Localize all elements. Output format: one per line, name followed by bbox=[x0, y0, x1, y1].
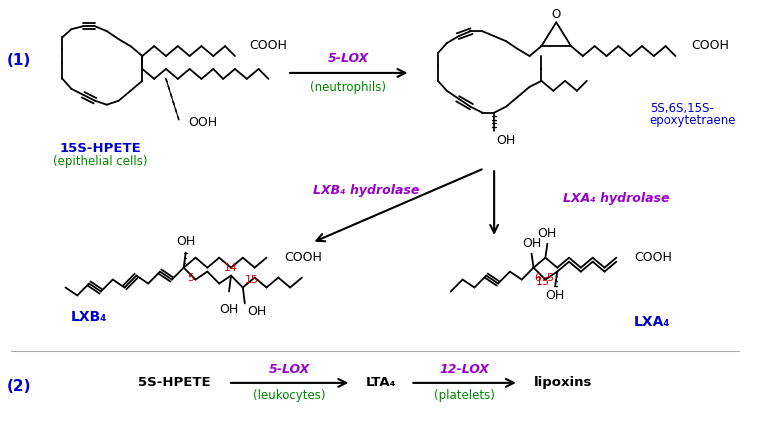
Text: O: O bbox=[552, 8, 561, 21]
Text: lipoxins: lipoxins bbox=[534, 377, 592, 389]
Text: epoxytetraene: epoxytetraene bbox=[650, 114, 736, 127]
Text: 15S-HPETE: 15S-HPETE bbox=[59, 142, 141, 155]
Text: COOH: COOH bbox=[284, 251, 322, 264]
Text: COOH: COOH bbox=[691, 39, 729, 52]
Text: LXB₄ hydrolase: LXB₄ hydrolase bbox=[313, 184, 419, 197]
Text: OH: OH bbox=[546, 289, 565, 302]
Text: COOH: COOH bbox=[634, 251, 672, 264]
Text: (epithelial cells): (epithelial cells) bbox=[52, 155, 147, 168]
Text: OH: OH bbox=[247, 305, 266, 318]
Text: (platelets): (platelets) bbox=[434, 389, 495, 402]
Text: 5S,6S,15S-: 5S,6S,15S- bbox=[650, 102, 713, 115]
Text: 6: 6 bbox=[534, 273, 541, 282]
Text: (neutrophils): (neutrophils) bbox=[310, 81, 386, 94]
Text: COOH: COOH bbox=[250, 39, 288, 52]
Text: 14: 14 bbox=[224, 262, 238, 273]
Text: (2): (2) bbox=[7, 379, 31, 394]
Text: LXA₄ hydrolase: LXA₄ hydrolase bbox=[563, 192, 669, 205]
Text: 15: 15 bbox=[245, 274, 259, 285]
Text: 5-LOX: 5-LOX bbox=[269, 363, 310, 377]
Text: (1): (1) bbox=[7, 53, 31, 69]
Text: OOH: OOH bbox=[189, 116, 218, 129]
Text: 5-LOX: 5-LOX bbox=[328, 51, 369, 64]
Text: 12-LOX: 12-LOX bbox=[439, 363, 490, 377]
Text: 5: 5 bbox=[546, 273, 553, 282]
Text: 5S-HPETE: 5S-HPETE bbox=[137, 377, 210, 389]
Text: OH: OH bbox=[496, 134, 515, 147]
Text: 5: 5 bbox=[187, 273, 194, 282]
Text: OH: OH bbox=[537, 227, 557, 240]
Text: OH: OH bbox=[176, 235, 195, 248]
Text: OH: OH bbox=[522, 237, 541, 250]
Text: 15: 15 bbox=[535, 276, 550, 287]
Text: LXA₄: LXA₄ bbox=[634, 315, 670, 329]
Text: LTA₄: LTA₄ bbox=[366, 377, 396, 389]
Text: LXB₄: LXB₄ bbox=[71, 310, 107, 324]
Text: OH: OH bbox=[219, 303, 238, 316]
Text: (leukocytes): (leukocytes) bbox=[253, 389, 326, 402]
